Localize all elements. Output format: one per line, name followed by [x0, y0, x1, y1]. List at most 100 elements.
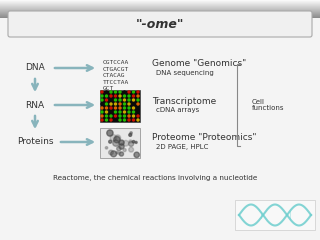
- Circle shape: [101, 95, 103, 97]
- Circle shape: [115, 91, 116, 93]
- Circle shape: [115, 99, 116, 101]
- Circle shape: [128, 111, 130, 113]
- Circle shape: [137, 115, 139, 117]
- Circle shape: [114, 136, 120, 143]
- Bar: [0, 14, 320, 15]
- Circle shape: [134, 152, 140, 158]
- Circle shape: [128, 107, 130, 109]
- Circle shape: [124, 115, 125, 117]
- Text: Transcriptome: Transcriptome: [152, 96, 216, 106]
- Circle shape: [109, 140, 112, 143]
- Circle shape: [106, 115, 108, 117]
- FancyBboxPatch shape: [8, 11, 312, 37]
- Circle shape: [132, 103, 134, 105]
- Circle shape: [124, 119, 125, 121]
- Circle shape: [107, 130, 113, 136]
- Text: Proteome "Proteomics": Proteome "Proteomics": [152, 133, 257, 143]
- Bar: [0, 0, 320, 1]
- Circle shape: [119, 152, 124, 156]
- Circle shape: [124, 103, 125, 105]
- Circle shape: [110, 119, 112, 121]
- Circle shape: [130, 132, 132, 134]
- Circle shape: [123, 149, 126, 152]
- Circle shape: [119, 95, 121, 97]
- Circle shape: [115, 111, 116, 113]
- Circle shape: [128, 103, 130, 105]
- Circle shape: [106, 91, 108, 93]
- Text: Reactome, the chemical reactions involving a nucleotide: Reactome, the chemical reactions involvi…: [53, 175, 257, 181]
- Text: Cell
functions: Cell functions: [252, 98, 284, 112]
- Circle shape: [110, 111, 112, 113]
- Circle shape: [110, 103, 112, 105]
- Circle shape: [137, 103, 139, 105]
- Circle shape: [132, 99, 134, 101]
- Text: RNA: RNA: [25, 101, 44, 109]
- Circle shape: [117, 146, 121, 151]
- Bar: [0, 17, 320, 18]
- Circle shape: [106, 119, 108, 121]
- Circle shape: [106, 107, 108, 109]
- Circle shape: [116, 151, 118, 154]
- Circle shape: [110, 95, 112, 97]
- Circle shape: [119, 144, 124, 149]
- Circle shape: [110, 91, 112, 93]
- Bar: [100, 128, 140, 158]
- Circle shape: [119, 115, 121, 117]
- Circle shape: [101, 107, 103, 109]
- Circle shape: [111, 151, 116, 157]
- Circle shape: [105, 147, 108, 149]
- Bar: [0, 11, 320, 12]
- Circle shape: [115, 115, 116, 117]
- Text: DNA: DNA: [25, 64, 45, 72]
- Circle shape: [132, 95, 134, 97]
- Circle shape: [101, 115, 103, 117]
- Circle shape: [137, 95, 139, 97]
- Circle shape: [119, 111, 121, 113]
- Bar: [0, 16, 320, 17]
- Circle shape: [129, 133, 132, 136]
- Circle shape: [129, 141, 134, 146]
- Circle shape: [124, 99, 125, 101]
- Bar: [0, 8, 320, 9]
- Circle shape: [106, 111, 108, 113]
- Text: Genome "Genomics": Genome "Genomics": [152, 60, 246, 68]
- Circle shape: [119, 140, 124, 145]
- Bar: [0, 10, 320, 11]
- Circle shape: [113, 140, 119, 146]
- Circle shape: [101, 119, 103, 121]
- Bar: [0, 9, 320, 10]
- Bar: [0, 15, 320, 16]
- Circle shape: [132, 115, 134, 117]
- Circle shape: [101, 111, 103, 113]
- Circle shape: [115, 103, 116, 105]
- Circle shape: [128, 95, 130, 97]
- Bar: [0, 2, 320, 3]
- Bar: [0, 6, 320, 7]
- Bar: [0, 5, 320, 6]
- Circle shape: [129, 140, 132, 143]
- Text: "-ome": "-ome": [136, 18, 184, 30]
- Circle shape: [132, 107, 134, 109]
- Text: Proteins: Proteins: [17, 138, 53, 146]
- Circle shape: [124, 107, 125, 109]
- Circle shape: [137, 91, 139, 93]
- Circle shape: [132, 91, 134, 93]
- Circle shape: [106, 99, 108, 101]
- Circle shape: [101, 103, 103, 105]
- Text: 2D PAGE, HPLC: 2D PAGE, HPLC: [156, 144, 208, 150]
- Circle shape: [135, 141, 137, 144]
- Circle shape: [129, 147, 133, 152]
- Bar: [0, 12, 320, 13]
- Circle shape: [128, 99, 130, 101]
- Circle shape: [101, 91, 103, 93]
- Circle shape: [132, 119, 134, 121]
- Circle shape: [137, 107, 139, 109]
- Circle shape: [119, 91, 121, 93]
- Bar: [0, 7, 320, 8]
- Circle shape: [128, 91, 130, 93]
- Circle shape: [115, 119, 116, 121]
- Circle shape: [119, 119, 121, 121]
- Circle shape: [119, 107, 121, 109]
- Circle shape: [110, 107, 112, 109]
- Bar: [100, 90, 140, 122]
